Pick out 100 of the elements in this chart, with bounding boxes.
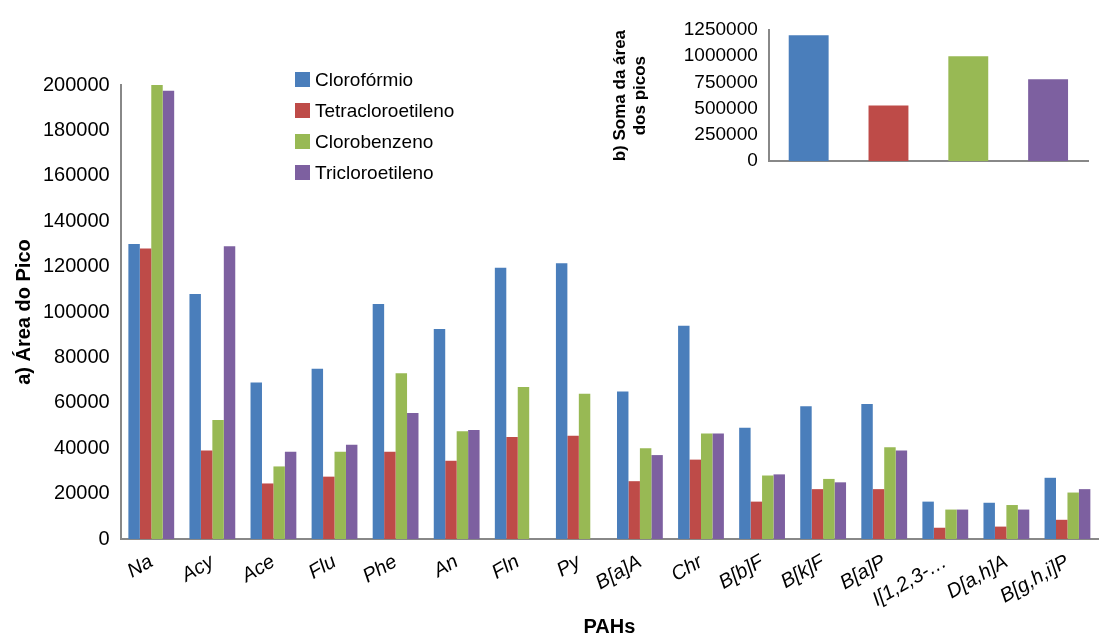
y-tick-label: 20000 xyxy=(54,481,110,504)
y-tick-label: 0 xyxy=(747,149,758,171)
x-tick-label: Fln xyxy=(487,549,523,583)
bar xyxy=(750,501,763,540)
bar xyxy=(628,481,640,540)
bar xyxy=(895,450,908,540)
y-tick-label: 120000 xyxy=(42,254,110,277)
bar xyxy=(689,459,701,540)
y-axis-title: a) Área do Pico xyxy=(11,239,34,385)
bar xyxy=(517,386,530,540)
y-tick-label: 160000 xyxy=(42,163,110,186)
bar xyxy=(151,85,163,540)
bar xyxy=(1067,492,1079,540)
bar xyxy=(868,105,909,162)
legend-label: Tetracloroetileno xyxy=(315,99,455,123)
bar xyxy=(555,263,568,540)
bar xyxy=(162,90,175,540)
x-tick-label: An xyxy=(428,549,462,582)
bar xyxy=(788,35,829,162)
bar xyxy=(407,413,419,540)
bar xyxy=(311,368,324,540)
bar xyxy=(639,448,652,540)
bar xyxy=(456,431,469,540)
y-tick-label: 200000 xyxy=(42,72,110,95)
x-tick-label: Na xyxy=(122,549,157,582)
bar xyxy=(1044,477,1057,540)
bar xyxy=(1028,79,1069,162)
bar xyxy=(189,293,201,540)
bar xyxy=(261,483,274,540)
bar xyxy=(223,246,236,540)
bar xyxy=(712,433,724,540)
bar xyxy=(762,475,774,540)
legend-label: Tricloroetileno xyxy=(315,161,434,185)
bar xyxy=(1006,505,1018,540)
bar xyxy=(567,435,579,540)
x-tick-label: B[a]A xyxy=(591,549,645,594)
bar xyxy=(128,243,140,540)
y-tick-label: 0 xyxy=(98,526,110,549)
bar xyxy=(884,447,896,540)
x-tick-label: Ace xyxy=(236,549,279,587)
y-tick-label: 100000 xyxy=(42,299,110,322)
y-tick-label: 140000 xyxy=(42,208,110,231)
bar xyxy=(948,56,989,162)
bar xyxy=(445,460,457,540)
bar xyxy=(250,382,262,540)
bar xyxy=(773,474,785,540)
bar xyxy=(700,433,713,540)
x-tick-label: Phe xyxy=(358,549,401,587)
y-tick-label: 750000 xyxy=(694,70,758,92)
bar xyxy=(506,436,518,540)
bar xyxy=(834,482,847,540)
y-tick-label: 1000000 xyxy=(683,44,758,66)
bar xyxy=(334,451,346,540)
bar xyxy=(678,325,690,540)
bar xyxy=(983,502,995,540)
x-tick-label: Py xyxy=(552,549,585,581)
bar xyxy=(200,450,213,540)
x-tick-label: Acy xyxy=(176,549,218,586)
bar xyxy=(933,527,946,540)
bar xyxy=(433,329,446,540)
bar xyxy=(994,526,1007,540)
bar xyxy=(212,419,224,540)
y-tick-label: 40000 xyxy=(54,435,110,458)
bar xyxy=(578,393,591,540)
bar xyxy=(284,451,297,540)
bar xyxy=(811,489,824,540)
y-tick-label: 80000 xyxy=(54,344,110,367)
y-tick-label: 1250000 xyxy=(683,18,758,40)
bar xyxy=(1056,519,1068,540)
bar xyxy=(872,489,885,540)
x-tick-label: Flu xyxy=(304,549,340,583)
bar xyxy=(956,509,969,540)
bar xyxy=(323,476,335,540)
y-tick-label: 250000 xyxy=(694,123,758,145)
bar xyxy=(1017,509,1030,540)
legend-label: Clorobenzeno xyxy=(315,130,434,154)
bar xyxy=(739,427,751,540)
bar xyxy=(945,509,957,540)
bar xyxy=(922,501,934,540)
bar xyxy=(384,451,396,540)
bar xyxy=(617,391,629,540)
bar xyxy=(494,267,507,540)
y-tick-label: 500000 xyxy=(694,96,758,118)
y-axis-title: b) Soma da área dos picos xyxy=(609,29,650,162)
bar xyxy=(273,466,285,540)
y-tick-label: 60000 xyxy=(54,390,110,413)
bar xyxy=(372,304,385,540)
bar xyxy=(823,478,835,540)
bar xyxy=(468,430,480,540)
x-tick-label: Chr xyxy=(666,549,707,585)
bar xyxy=(861,404,873,540)
bar xyxy=(139,248,152,540)
legend-label: Clorofórmio xyxy=(315,68,414,92)
y-tick-label: 180000 xyxy=(42,117,110,140)
bar xyxy=(395,373,408,540)
x-axis-title: PAHs xyxy=(583,614,636,637)
bar xyxy=(1078,489,1091,540)
bar xyxy=(800,406,812,540)
bar xyxy=(651,455,663,540)
bar xyxy=(345,444,358,540)
